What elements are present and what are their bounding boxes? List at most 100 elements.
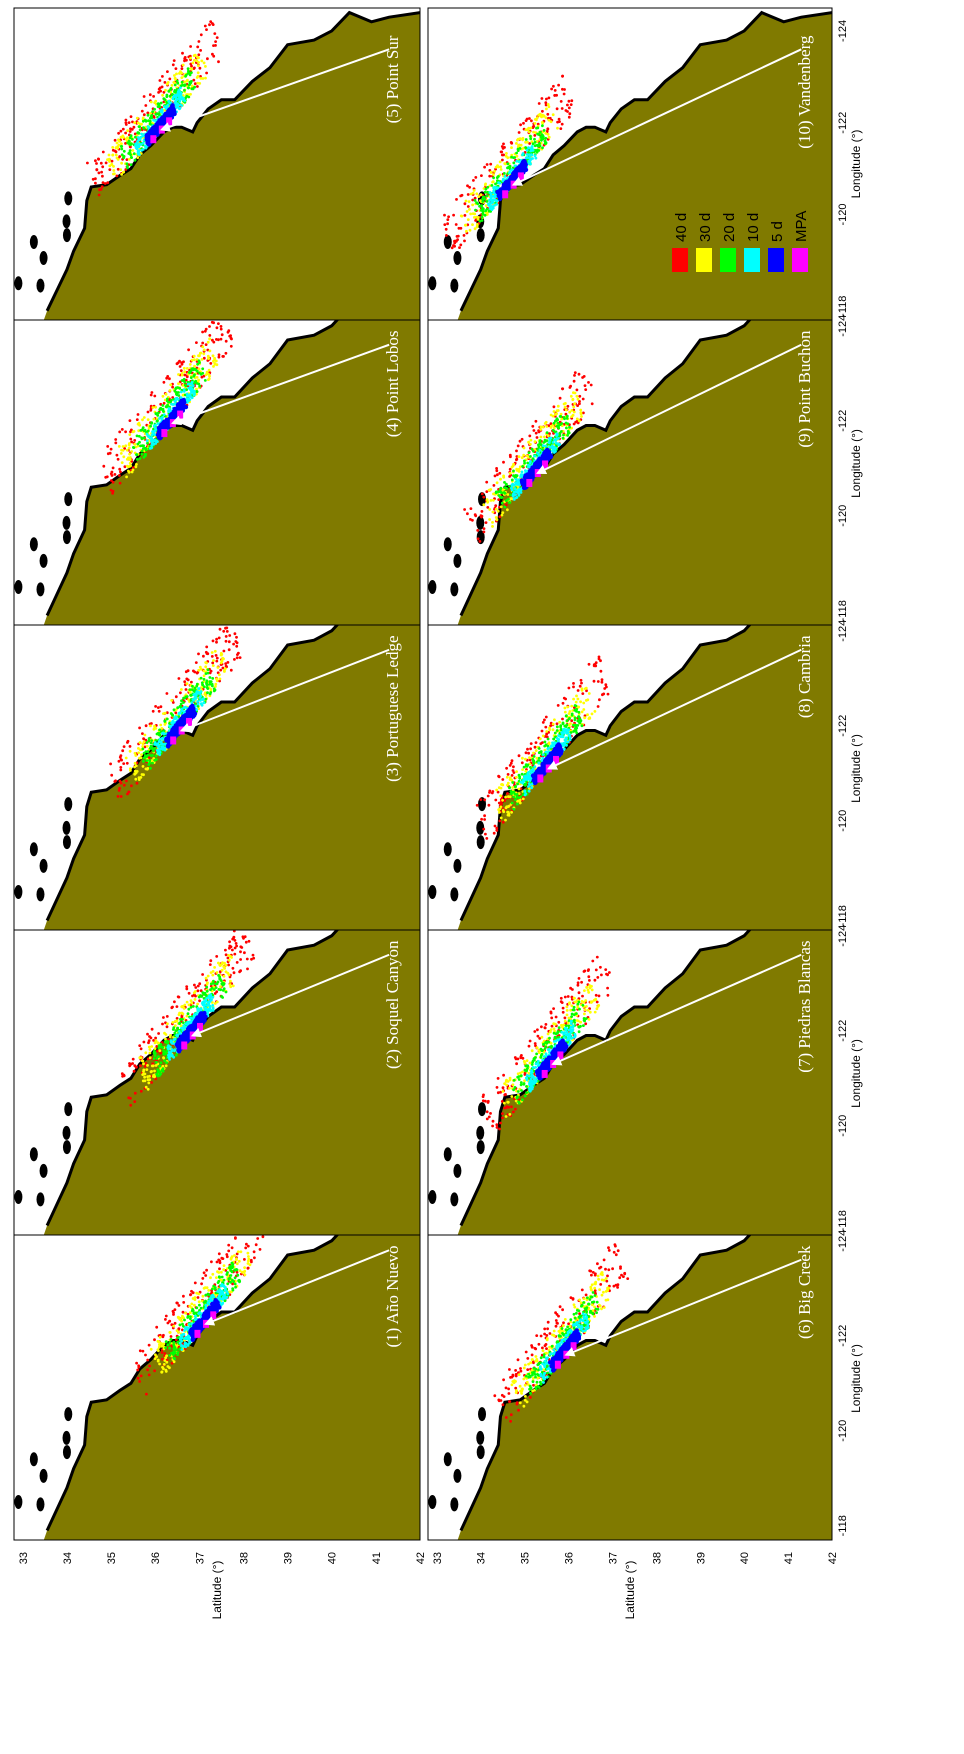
legend-swatch: [672, 248, 688, 272]
y-axis-title: Latitude (°): [210, 1561, 224, 1620]
lat-tick-label: 41: [371, 1552, 383, 1564]
island: [443, 1147, 452, 1162]
site-arrow: [535, 343, 802, 474]
lon-tick-label: -120: [837, 1115, 849, 1137]
x-axis-title: Longitude (°): [849, 1344, 863, 1413]
land: [43, 306, 420, 625]
island: [443, 1452, 452, 1467]
island: [64, 191, 73, 206]
coastline: [459, 304, 832, 617]
island: [64, 1102, 73, 1117]
lon-tick-label: -124: [837, 925, 849, 947]
mpa-marker: [161, 429, 168, 438]
lat-tick-label: 34: [476, 1552, 488, 1564]
coastline: [459, 914, 832, 1227]
legend-label: 5 d: [769, 221, 786, 242]
island: [428, 276, 437, 291]
island: [453, 1163, 462, 1178]
particle-trajectories: [86, 20, 220, 197]
mpa-marker: [517, 172, 524, 181]
island: [39, 251, 48, 266]
panel-label: (8) Cambria: [795, 635, 814, 718]
legend-label: MPA: [793, 211, 810, 242]
island: [29, 1147, 38, 1162]
island: [453, 251, 462, 266]
island: [476, 1430, 485, 1445]
island: [62, 530, 71, 545]
map-panel: (2) Soquel Canyon: [13, 911, 421, 1236]
map-panel: (5) Point Sur: [13, 7, 421, 321]
island: [62, 214, 71, 229]
panels-layer: (1) Año Nuevo (2) Soquel Canyon (3) Portug…: [13, 7, 833, 1541]
particle-trajectories: [135, 1217, 265, 1396]
x-axis-title: Longitude (°): [849, 130, 863, 199]
land: [43, 1221, 420, 1540]
island: [62, 835, 71, 850]
island: [62, 1140, 71, 1155]
island: [64, 492, 73, 507]
lon-tick-label: -118: [837, 296, 849, 317]
island: [453, 858, 462, 873]
mpa-marker: [542, 460, 549, 469]
lat-tick-label: 35: [520, 1552, 532, 1564]
site-arrow: [564, 1258, 802, 1357]
mpa-marker: [185, 717, 192, 726]
island: [62, 1430, 71, 1445]
panel-frame: [427, 7, 833, 321]
map-panel: (8) Cambria: [427, 606, 833, 931]
lat-tick-label: 38: [238, 1552, 250, 1564]
legend-swatch: [768, 248, 784, 272]
island: [62, 1125, 71, 1140]
island: [450, 1192, 459, 1207]
lat-tick-label: 41: [783, 1552, 795, 1564]
island: [443, 235, 452, 249]
island: [62, 228, 71, 243]
island: [476, 228, 485, 243]
x-axis-title: Longitude (°): [849, 734, 863, 803]
mpa-marker: [150, 135, 157, 144]
panel-label: (3) Portuguese Ledge: [383, 636, 402, 782]
x-axis-title: Longitude (°): [849, 429, 863, 498]
island: [64, 797, 73, 812]
island: [450, 1497, 459, 1512]
lon-tick-label: -124: [837, 20, 849, 42]
map-panel: (3) Portuguese Ledge: [13, 606, 421, 931]
island: [62, 820, 71, 835]
particle-trajectories: [493, 1243, 630, 1423]
island: [29, 235, 38, 249]
lat-tick-label: 40: [327, 1552, 339, 1564]
lat-tick-label: 35: [106, 1552, 118, 1564]
mpa-marker: [166, 117, 173, 126]
island: [450, 582, 459, 597]
mpa-marker: [210, 1311, 217, 1320]
map-panel: (10) Vandenberg: [427, 7, 833, 321]
coastline: [459, 609, 832, 922]
island: [36, 887, 45, 902]
island: [476, 1140, 485, 1155]
land: [43, 611, 420, 930]
lon-tick-label: -118: [837, 600, 849, 621]
lat-tick-label: 40: [739, 1552, 751, 1564]
island: [36, 1497, 45, 1512]
island: [428, 885, 437, 899]
island: [36, 278, 45, 293]
mpa-marker: [177, 410, 184, 419]
x-axis-title: Longitude (°): [849, 1039, 863, 1108]
lon-tick-label: -120: [837, 203, 849, 225]
particle-trajectories: [481, 955, 611, 1131]
map-panel: (9) Point Buchon: [427, 301, 833, 626]
site-arrow: [551, 953, 802, 1066]
lat-tick-label: 39: [283, 1552, 295, 1564]
lon-tick-label: -118: [837, 905, 849, 926]
island: [476, 820, 485, 835]
lon-tick-label: -120: [837, 505, 849, 527]
mpa-marker: [502, 190, 509, 199]
site-arrow: [204, 1249, 390, 1326]
island: [443, 842, 452, 857]
map-panel: (1) Año Nuevo: [13, 1216, 421, 1541]
panel-label: (4) Point Lobos: [383, 331, 402, 438]
island: [36, 1192, 45, 1207]
lon-tick-label: -124: [837, 315, 849, 337]
land: [457, 1221, 832, 1540]
